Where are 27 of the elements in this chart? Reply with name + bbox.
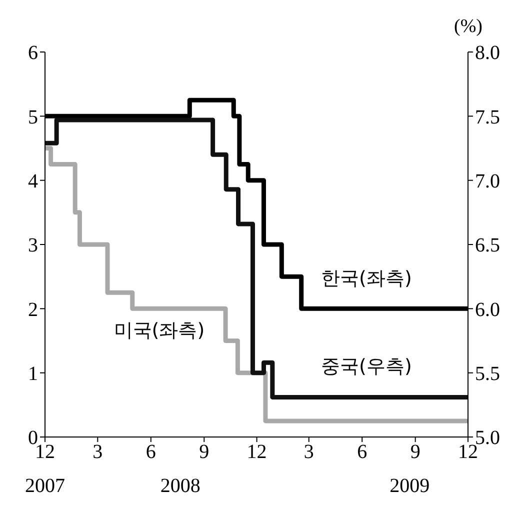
y-tick-label: 4 xyxy=(28,170,38,192)
text: 2008 xyxy=(160,475,200,498)
x-tick-label: 3 xyxy=(304,441,314,464)
text: 2007 xyxy=(25,475,65,498)
series-label: 중국(우측) xyxy=(321,356,412,378)
y-tick-label: 6 xyxy=(28,42,38,64)
x-tick-label: 12 xyxy=(246,441,267,464)
y2-tick-label: 7.5 xyxy=(475,106,500,128)
y2-tick-label: 6.5 xyxy=(475,234,500,257)
x-tick-label: 3 xyxy=(92,441,103,464)
x-tick-label: 9 xyxy=(199,441,210,464)
y-tick-label: 2 xyxy=(28,298,38,321)
y-tick-label: 5 xyxy=(28,106,38,128)
y-tick-label: 3 xyxy=(28,234,38,257)
y2-axis-title: (%) xyxy=(454,16,482,38)
y2-tick-label: 6.0 xyxy=(475,298,500,321)
y-tick-label: 0 xyxy=(28,427,38,450)
x-tick-label: 9 xyxy=(410,441,420,464)
y2-tick-label: 7.0 xyxy=(475,170,500,192)
series-label: 한국(좌측) xyxy=(321,267,412,290)
x-tick-label: 6 xyxy=(146,441,156,464)
x-tick-label: 6 xyxy=(357,441,368,464)
y2-tick-label: 5.5 xyxy=(475,362,500,385)
text: 2009 xyxy=(390,475,430,498)
y-tick-label: 1 xyxy=(28,362,38,385)
series-label: 미국(좌측) xyxy=(114,319,205,342)
y2-tick-label: 8.0 xyxy=(475,42,500,64)
